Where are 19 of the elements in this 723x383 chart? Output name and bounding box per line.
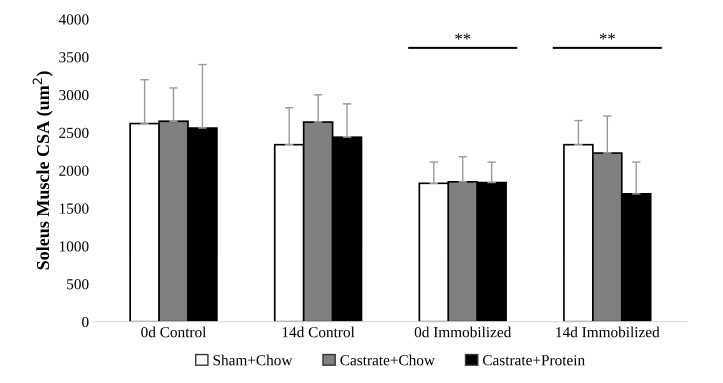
x-tick-label: 14d Control: [282, 326, 355, 338]
x-tick-label: 14d Immobilized: [556, 326, 660, 338]
y-tick-label: 2000: [59, 166, 89, 176]
y-tick-label: 500: [67, 279, 89, 290]
y-tick-label: 4000: [58, 14, 89, 25]
y-axis-title: Soleus Muscle CSA (um$^{2}$): [32, 71, 53, 270]
x-tick-label: 0d Control: [141, 326, 206, 338]
legend-label: Castrate+Chow: [340, 354, 435, 366]
y-tick-label: 3000: [59, 90, 89, 100]
y-tick-label: 1000: [60, 241, 89, 252]
legend-label: Castrate+Protein: [482, 355, 585, 366]
y-tick-label: 3500: [59, 52, 89, 62]
y-tick-label: 0: [82, 316, 89, 328]
y-tick-label: 1500: [60, 203, 89, 214]
annotation: **: [600, 33, 615, 40]
y-tick-label: 2500: [59, 128, 89, 138]
text: Sham+Chow: [214, 354, 292, 366]
annotation: **: [455, 33, 470, 40]
x-tick-label: 0d Immobilized: [414, 326, 512, 338]
